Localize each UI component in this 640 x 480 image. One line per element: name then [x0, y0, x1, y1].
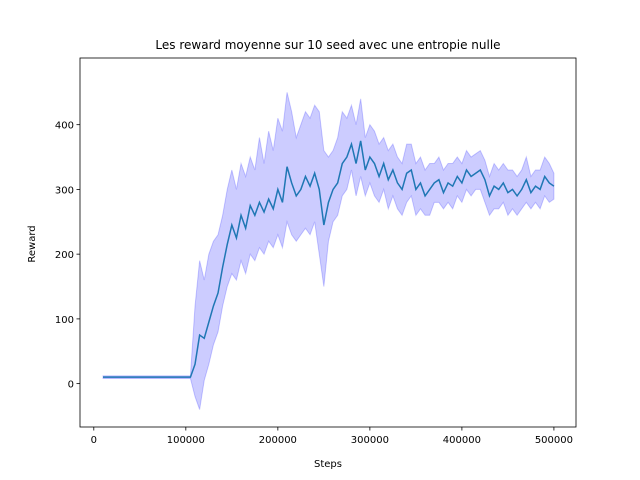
x-tick-label: 300000: [351, 435, 389, 446]
y-axis-label: Reward: [27, 225, 38, 262]
x-tick-label: 500000: [535, 435, 573, 446]
y-tick-label: 300: [55, 185, 74, 196]
y-tick-label: 200: [55, 250, 74, 261]
x-tick-label: 100000: [167, 435, 205, 446]
plot-frame: [79, 57, 577, 428]
chart-title: Les reward moyenne sur 10 seed avec une …: [155, 38, 500, 52]
confidence-band: [102, 92, 555, 410]
x-tick-label: 0: [91, 435, 97, 446]
x-tick-label: 400000: [443, 435, 481, 446]
x-axis-label: Steps: [314, 459, 342, 470]
x-tick-label: 200000: [259, 435, 297, 446]
mean-line: [103, 140, 555, 378]
y-tick-label: 0: [68, 380, 74, 391]
y-tick-label: 100: [55, 315, 74, 326]
y-tick-label: 400: [55, 121, 74, 132]
